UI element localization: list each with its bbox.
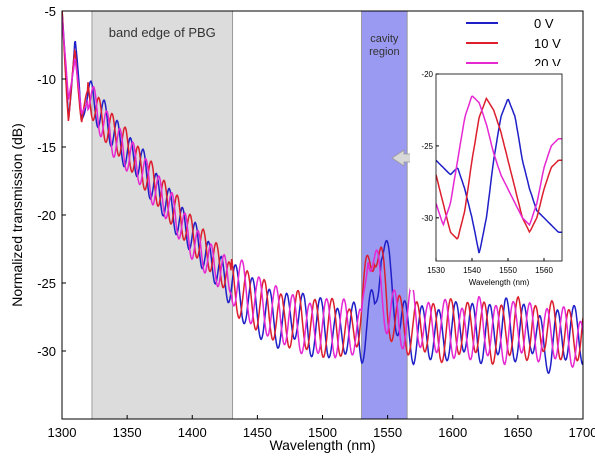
- inset-series-line-10v: [436, 96, 562, 240]
- annotation-label-cavity: cavity region: [369, 33, 400, 58]
- x-tick-label: 1700: [569, 425, 595, 440]
- series-line-10v: [62, 11, 583, 366]
- x-tick-label: 1600: [438, 425, 467, 440]
- main-x-axis-label: Wavelength (nm): [269, 437, 375, 453]
- inset-x-axis-label: Wavelength (nm): [469, 278, 530, 287]
- x-tick-label: 1550: [373, 425, 402, 440]
- inset-background: [410, 66, 580, 290]
- legend-label: 10 V: [534, 36, 561, 51]
- x-tick-label: 1450: [243, 425, 272, 440]
- inset-x-tick-label: 1540: [463, 266, 481, 275]
- y-tick-label: -15: [37, 140, 56, 155]
- inset-y-ticks: -20 -25 -30: [421, 70, 439, 223]
- annotation-band-1: [361, 10, 408, 420]
- main-lines: [62, 11, 583, 374]
- inset-x-tick-label: 1530: [427, 266, 445, 275]
- x-tick-label: 1400: [178, 425, 207, 440]
- y-tick-label: -20: [37, 208, 56, 223]
- y-tick-label: -25: [37, 276, 56, 291]
- y-tick-label: -5: [44, 4, 56, 19]
- x-tick-label: 1500: [308, 425, 337, 440]
- inset-x-tick-label: 1550: [499, 266, 517, 275]
- main-y-ticks: -5 -10 -15 -20 -25 -30: [37, 4, 66, 359]
- inset-y-tick-label: -20: [421, 70, 433, 79]
- inset-y-tick-label: -25: [421, 142, 433, 151]
- x-tick-label: 1650: [503, 425, 532, 440]
- annotation-label-band-edge: band edge of PBG: [109, 25, 216, 40]
- main-y-axis-label: Normalized transmission (dB): [9, 123, 25, 307]
- inset-series-line-20v: [436, 95, 562, 227]
- y-tick-label: -30: [37, 344, 56, 359]
- inset-x-tick-label: 1560: [535, 266, 553, 275]
- x-tick-label: 1300: [48, 425, 77, 440]
- inset-plot-frame: [435, 73, 563, 262]
- inset-lines: [436, 95, 562, 254]
- inset-y-tick-label: -30: [421, 214, 433, 223]
- inset-x-ticks: 1530 1540 1550 1560: [427, 258, 553, 275]
- main-legend: 0 V10 V20 V: [455, 12, 582, 71]
- legend-label: 0 V: [534, 16, 554, 31]
- main-bands: [91, 10, 408, 420]
- x-tick-label: 1350: [113, 425, 142, 440]
- main-band-labels: band edge of PBG cavity region: [109, 25, 400, 58]
- series-line-20v: [62, 16, 583, 369]
- y-tick-label: -10: [37, 72, 56, 87]
- main-x-ticks: 1300 1350 1400 1450 1500 1550 1600 1650 1700: [48, 415, 595, 440]
- legend-box: [455, 12, 582, 70]
